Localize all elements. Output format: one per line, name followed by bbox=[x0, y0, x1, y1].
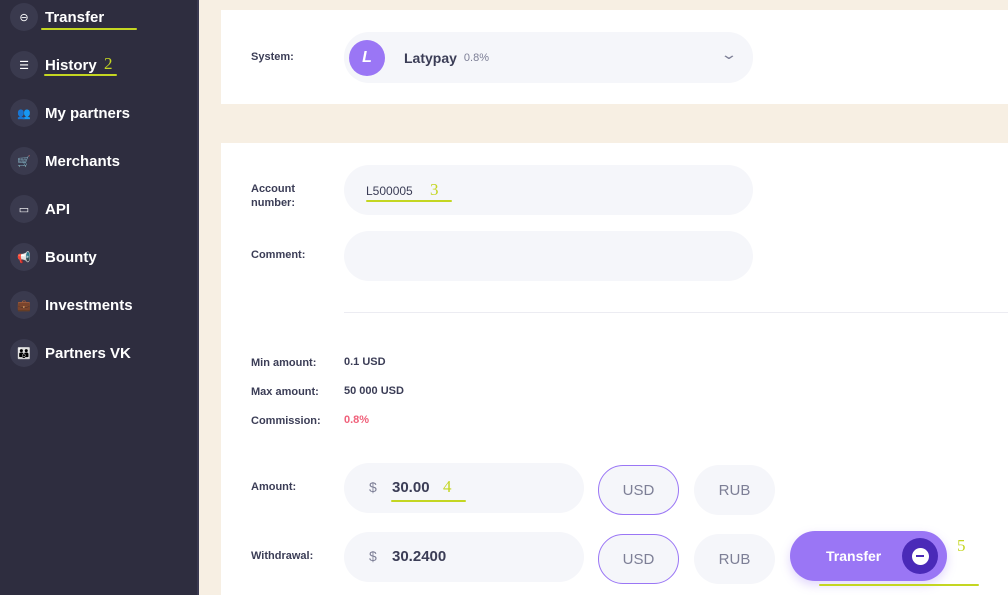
annotation-2: 2 bbox=[104, 54, 113, 73]
sidebar-item-api[interactable]: ▭ API bbox=[10, 194, 70, 224]
latypay-logo-icon: L bbox=[349, 39, 385, 76]
withdrawal-value: 30.2400 bbox=[392, 548, 447, 565]
minus-circle-icon bbox=[902, 538, 938, 574]
withdrawal-currency-rub[interactable]: RUB bbox=[694, 534, 775, 584]
users-icon: 👥 bbox=[10, 99, 38, 127]
system-name: Latypay bbox=[404, 49, 457, 66]
min-amount-label: Min amount: bbox=[251, 357, 317, 369]
chevron-down-icon[interactable]: ⌄ bbox=[720, 46, 738, 62]
sidebar-item-merchants[interactable]: 🛒 Merchants bbox=[10, 146, 120, 176]
transfer-button[interactable]: Transfer bbox=[790, 531, 947, 581]
sidebar-item-my-partners[interactable]: 👥 My partners bbox=[10, 98, 130, 128]
comment-input[interactable] bbox=[344, 231, 753, 281]
amount-input[interactable]: $ 30.00 bbox=[344, 463, 584, 513]
system-fee: 0.8% bbox=[463, 51, 489, 64]
minus-circle-icon: ⊖ bbox=[10, 3, 38, 31]
sidebar-item-label: Merchants bbox=[45, 152, 121, 170]
withdrawal-input[interactable]: $ 30.2400 bbox=[344, 532, 584, 582]
amount-label: Amount: bbox=[251, 481, 297, 493]
account-input[interactable]: L500005 bbox=[344, 165, 753, 215]
sidebar-item-label: API bbox=[45, 200, 71, 218]
max-amount-label: Max amount: bbox=[251, 386, 319, 398]
withdrawal-currency-usd[interactable]: USD bbox=[598, 534, 679, 584]
amount-currency-usd[interactable]: USD bbox=[598, 465, 679, 515]
annotation-underline bbox=[819, 584, 979, 586]
divider bbox=[344, 312, 1008, 313]
sidebar-item-partners-vk[interactable]: 👪 Partners VK bbox=[10, 338, 131, 368]
sidebar-item-label: My partners bbox=[45, 104, 131, 122]
withdrawal-label: Withdrawal: bbox=[251, 550, 314, 562]
system-select[interactable]: L Latypay 0.8% ⌄ bbox=[344, 32, 753, 83]
sidebar-item-label: Investments bbox=[45, 296, 133, 314]
annotation-4: 4 bbox=[443, 477, 452, 496]
account-value: L500005 bbox=[366, 184, 413, 198]
transfer-button-label: Transfer bbox=[826, 548, 882, 564]
comment-label: Comment: bbox=[251, 249, 306, 261]
cart-icon: 🛒 bbox=[10, 147, 38, 175]
amount-currency-rub[interactable]: RUB bbox=[694, 465, 775, 515]
transfer-card bbox=[221, 143, 1008, 595]
card-icon: ▭ bbox=[10, 195, 38, 223]
sidebar-item-bounty[interactable]: 📢 Bounty bbox=[10, 242, 97, 272]
commission-value: 0.8% bbox=[344, 414, 370, 426]
sidebar-item-history[interactable]: ☰ History bbox=[10, 50, 97, 80]
annotation-5: 5 bbox=[957, 536, 966, 555]
system-label: System: bbox=[251, 51, 294, 63]
annotation-3: 3 bbox=[430, 180, 439, 199]
commission-label: Commission: bbox=[251, 415, 321, 427]
annotation-underline bbox=[391, 500, 466, 502]
sidebar: ⊖ Transfer ☰ History 👥 My partners 🛒 Merchants ▭… bbox=[0, 0, 199, 595]
account-label: Account number: bbox=[251, 183, 295, 209]
sidebar-item-transfer[interactable]: ⊖ Transfer bbox=[10, 2, 104, 32]
annotation-underline bbox=[366, 200, 452, 202]
sidebar-item-label: Partners VK bbox=[45, 344, 131, 362]
sidebar-item-investments[interactable]: 💼 Investments bbox=[10, 290, 133, 320]
dollar-sign: $ bbox=[369, 548, 377, 564]
annotation-underline bbox=[44, 74, 117, 76]
sidebar-item-label: History bbox=[45, 56, 97, 74]
sidebar-item-label: Transfer bbox=[45, 8, 105, 26]
list-icon: ☰ bbox=[10, 51, 38, 79]
briefcase-icon: 💼 bbox=[10, 291, 38, 319]
sidebar-item-label: Bounty bbox=[45, 248, 97, 266]
max-amount-value: 50 000 USD bbox=[344, 385, 404, 397]
people-icon: 👪 bbox=[10, 339, 38, 367]
min-amount-value: 0.1 USD bbox=[344, 356, 386, 368]
megaphone-icon: 📢 bbox=[10, 243, 38, 271]
dollar-sign: $ bbox=[369, 479, 377, 495]
amount-value: 30.00 bbox=[392, 479, 430, 496]
annotation-underline bbox=[41, 28, 137, 30]
